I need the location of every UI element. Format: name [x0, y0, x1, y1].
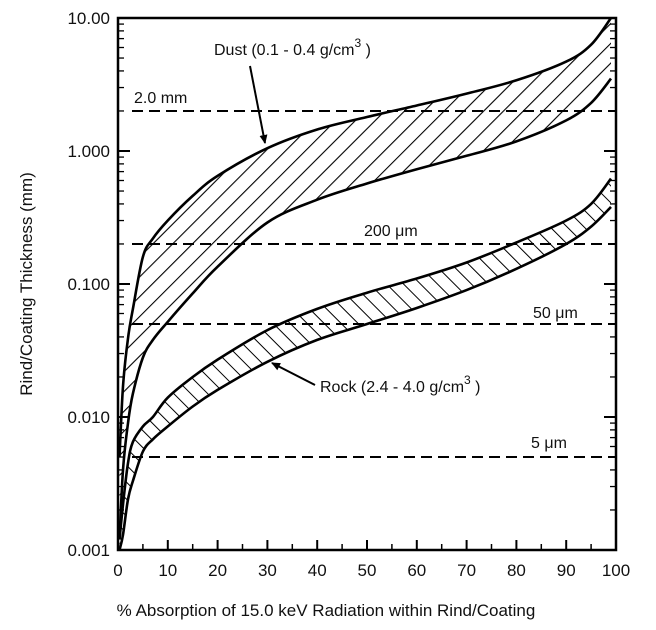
x-tick-label: 80: [507, 561, 526, 580]
x-tick-label: 40: [308, 561, 327, 580]
rock-upper-curve: [118, 177, 613, 540]
y-axis-title: Rind/Coating Thickness (mm): [17, 172, 36, 396]
x-axis-title: % Absorption of 15.0 keV Radiation withi…: [117, 601, 536, 620]
y-tick-label: 0.010: [67, 408, 110, 427]
dust-lower-curve: [118, 77, 613, 540]
x-tick-label: 10: [158, 561, 177, 580]
dust-annotation-sup: 3: [355, 36, 362, 50]
dust-upper-curve: [118, 18, 613, 458]
x-tick-label: 90: [557, 561, 576, 580]
dust-annotation-tail: ): [361, 42, 371, 59]
svg-text:Dust (0.1 - 0.4 g/cm3 ): Dust (0.1 - 0.4 g/cm3 ): [214, 36, 371, 59]
ref-label-50um: 50 μm: [533, 305, 578, 322]
rock-arrow: [271, 362, 316, 386]
ref-label-2mm: 2.0 mm: [134, 90, 187, 107]
rock-band-fill: [119, 178, 611, 550]
rock-annotation-tail: ): [471, 379, 481, 396]
dust-annotation-text: Dust (0.1 - 0.4 g/cm: [214, 42, 355, 59]
y-tick-label: 0.100: [67, 275, 110, 294]
x-tick-label: 100: [602, 561, 630, 580]
dust-arrow: [249, 65, 268, 144]
x-tick-label: 50: [358, 561, 377, 580]
x-tick-label: 60: [407, 561, 426, 580]
rock-annotation: Rock (2.4 - 4.0 g/cm3 ): [271, 362, 481, 396]
y-tick-label: 1.000: [67, 142, 110, 161]
rock-lower-curve: [118, 205, 612, 550]
rock-annotation-sup: 3: [464, 373, 471, 387]
x-tick-label: 30: [258, 561, 277, 580]
ref-label-200um: 200 μm: [364, 223, 418, 240]
y-tick-label: 10.00: [67, 9, 110, 28]
svg-text:Rock (2.4 - 4.0 g/cm3 ): Rock (2.4 - 4.0 g/cm3 ): [320, 373, 481, 396]
rock-annotation-text: Rock (2.4 - 4.0 g/cm: [320, 379, 464, 396]
x-tick-label: 20: [208, 561, 227, 580]
dust-annotation: Dust (0.1 - 0.4 g/cm3 ): [214, 36, 371, 144]
x-tick-label: 70: [457, 561, 476, 580]
ref-label-5um: 5 μm: [531, 435, 567, 452]
y-tick-label: 0.001: [67, 541, 110, 560]
dust-band-fill: [119, 18, 611, 540]
x-tick-label: 0: [113, 561, 122, 580]
